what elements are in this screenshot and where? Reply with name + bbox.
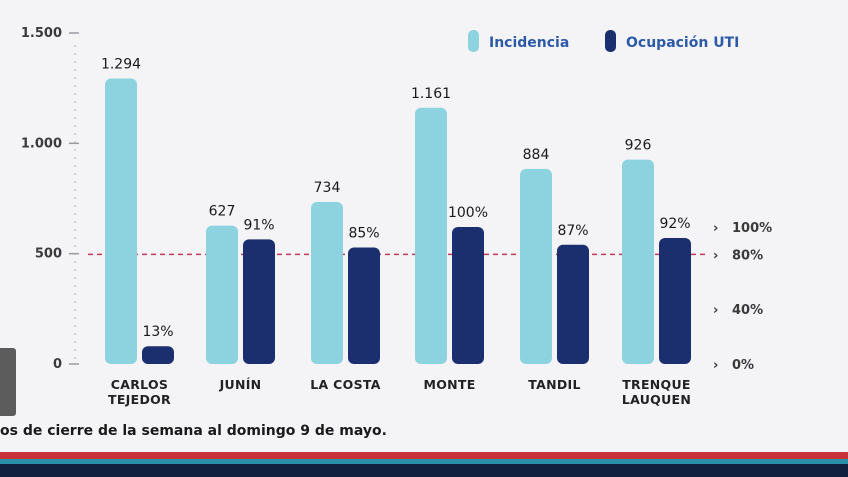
bar-incidencia <box>206 225 238 364</box>
right-tick-label: 40% <box>732 303 763 318</box>
bar-ocupacion-uti <box>557 244 589 364</box>
right-tick-label: 100% <box>732 221 772 236</box>
data-label-ocupacion-uti: 91% <box>243 217 274 233</box>
category-label: TANDIL <box>528 377 580 392</box>
data-label-incidencia: 926 <box>625 138 652 154</box>
bar-incidencia <box>415 107 447 364</box>
bar-ocupacion-uti <box>348 247 380 364</box>
legend-label: Incidencia <box>489 35 569 51</box>
data-label-ocupacion-uti: 87% <box>557 223 588 239</box>
bar-ocupacion-uti <box>659 237 691 364</box>
bar-ocupacion-uti <box>142 346 174 364</box>
data-label-incidencia: 884 <box>523 147 550 163</box>
chart-caption: os de cierre de la semana al domingo 9 d… <box>0 423 387 439</box>
left-tick-label: 1.500 <box>21 26 62 41</box>
right-tick-label: 0% <box>732 358 754 373</box>
right-tick-label: 80% <box>732 248 763 263</box>
bar-ocupacion-uti <box>243 239 275 364</box>
data-label-incidencia: 734 <box>314 180 341 196</box>
category-label: TRENQUE <box>622 377 691 392</box>
category-label: TEJEDOR <box>108 392 171 407</box>
data-label-incidencia: 627 <box>209 204 236 220</box>
data-label-ocupacion-uti: 100% <box>448 205 488 221</box>
bottom-stripe-dark <box>0 464 848 477</box>
left-tick-label: 500 <box>35 247 62 262</box>
category-label: LA COSTA <box>310 377 380 392</box>
right-tick-marker: › <box>713 358 718 373</box>
bar-incidencia <box>311 202 343 364</box>
category-label: JUNÍN <box>219 377 262 392</box>
legend-label: Ocupación UTI <box>626 35 739 51</box>
bar-incidencia <box>622 159 654 364</box>
side-panel-tab[interactable] <box>0 348 16 416</box>
data-label-ocupacion-uti: 13% <box>142 324 173 340</box>
bar-ocupacion-uti <box>452 227 484 364</box>
data-label-incidencia: 1.294 <box>101 56 141 72</box>
bar-incidencia <box>105 78 137 364</box>
right-tick-marker: › <box>713 248 718 263</box>
data-label-ocupacion-uti: 92% <box>659 216 690 232</box>
bottom-stripe-red <box>0 452 848 459</box>
right-tick-marker: › <box>713 221 718 236</box>
left-tick-label: 1.000 <box>21 136 62 151</box>
right-tick-marker: › <box>713 303 718 318</box>
data-label-ocupacion-uti: 85% <box>348 226 379 242</box>
legend-swatch <box>468 30 479 52</box>
bottom-stripe-teal <box>0 459 848 464</box>
category-label: CARLOS <box>111 377 168 392</box>
left-tick-label: 0 <box>53 357 62 372</box>
data-label-incidencia: 1.161 <box>411 86 451 102</box>
bar-incidencia <box>520 168 552 364</box>
category-label: MONTE <box>423 377 475 392</box>
legend-swatch <box>605 30 616 52</box>
category-label: LAUQUEN <box>622 392 691 407</box>
